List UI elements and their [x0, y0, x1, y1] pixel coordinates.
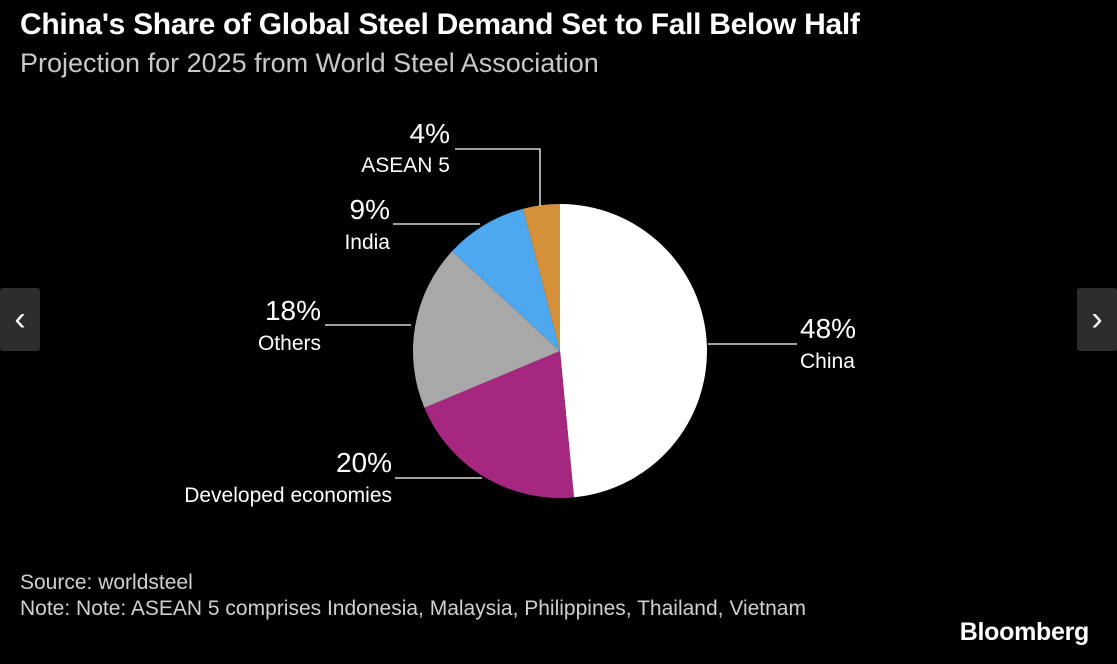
chevron-right-icon: ›	[1091, 300, 1103, 338]
slice-value-label-developed-economies: 20%	[336, 447, 392, 478]
source-text: Source: worldsteel	[20, 571, 193, 594]
slice-name-label-developed-economies: Developed economies	[184, 484, 392, 507]
pie-slice-developed-economies	[424, 351, 574, 498]
slice-name-label-india: India	[344, 231, 390, 254]
chart-subtitle: Projection for 2025 from World Steel Ass…	[20, 48, 599, 78]
pie-slice-asean-5	[523, 204, 560, 351]
bloomberg-logo: Bloomberg	[959, 618, 1090, 646]
chevron-left-icon: ‹	[14, 300, 26, 338]
leader-line-asean-5	[455, 148, 541, 206]
note-text: Note: Note: ASEAN 5 comprises Indonesia,…	[20, 597, 806, 620]
slice-name-label-china: China	[800, 350, 855, 373]
slice-value-label-others: 18%	[265, 295, 321, 326]
slice-value-label-asean-5: 4%	[410, 118, 450, 149]
pie-slice-others	[413, 251, 560, 408]
chart-title: China's Share of Global Steel Demand Set…	[20, 8, 860, 41]
chart-footer: Source: worldsteel Note: Note: ASEAN 5 c…	[20, 570, 820, 622]
slice-name-label-others: Others	[258, 332, 321, 355]
slice-name-label-asean-5: ASEAN 5	[361, 154, 450, 177]
slice-value-label-china: 48%	[800, 313, 856, 344]
pie-slice-china	[560, 204, 708, 498]
prev-button[interactable]: ‹	[0, 288, 40, 351]
slice-value-label-india: 9%	[350, 194, 390, 225]
next-button[interactable]: ›	[1077, 288, 1117, 351]
pie-slice-india	[452, 208, 560, 351]
